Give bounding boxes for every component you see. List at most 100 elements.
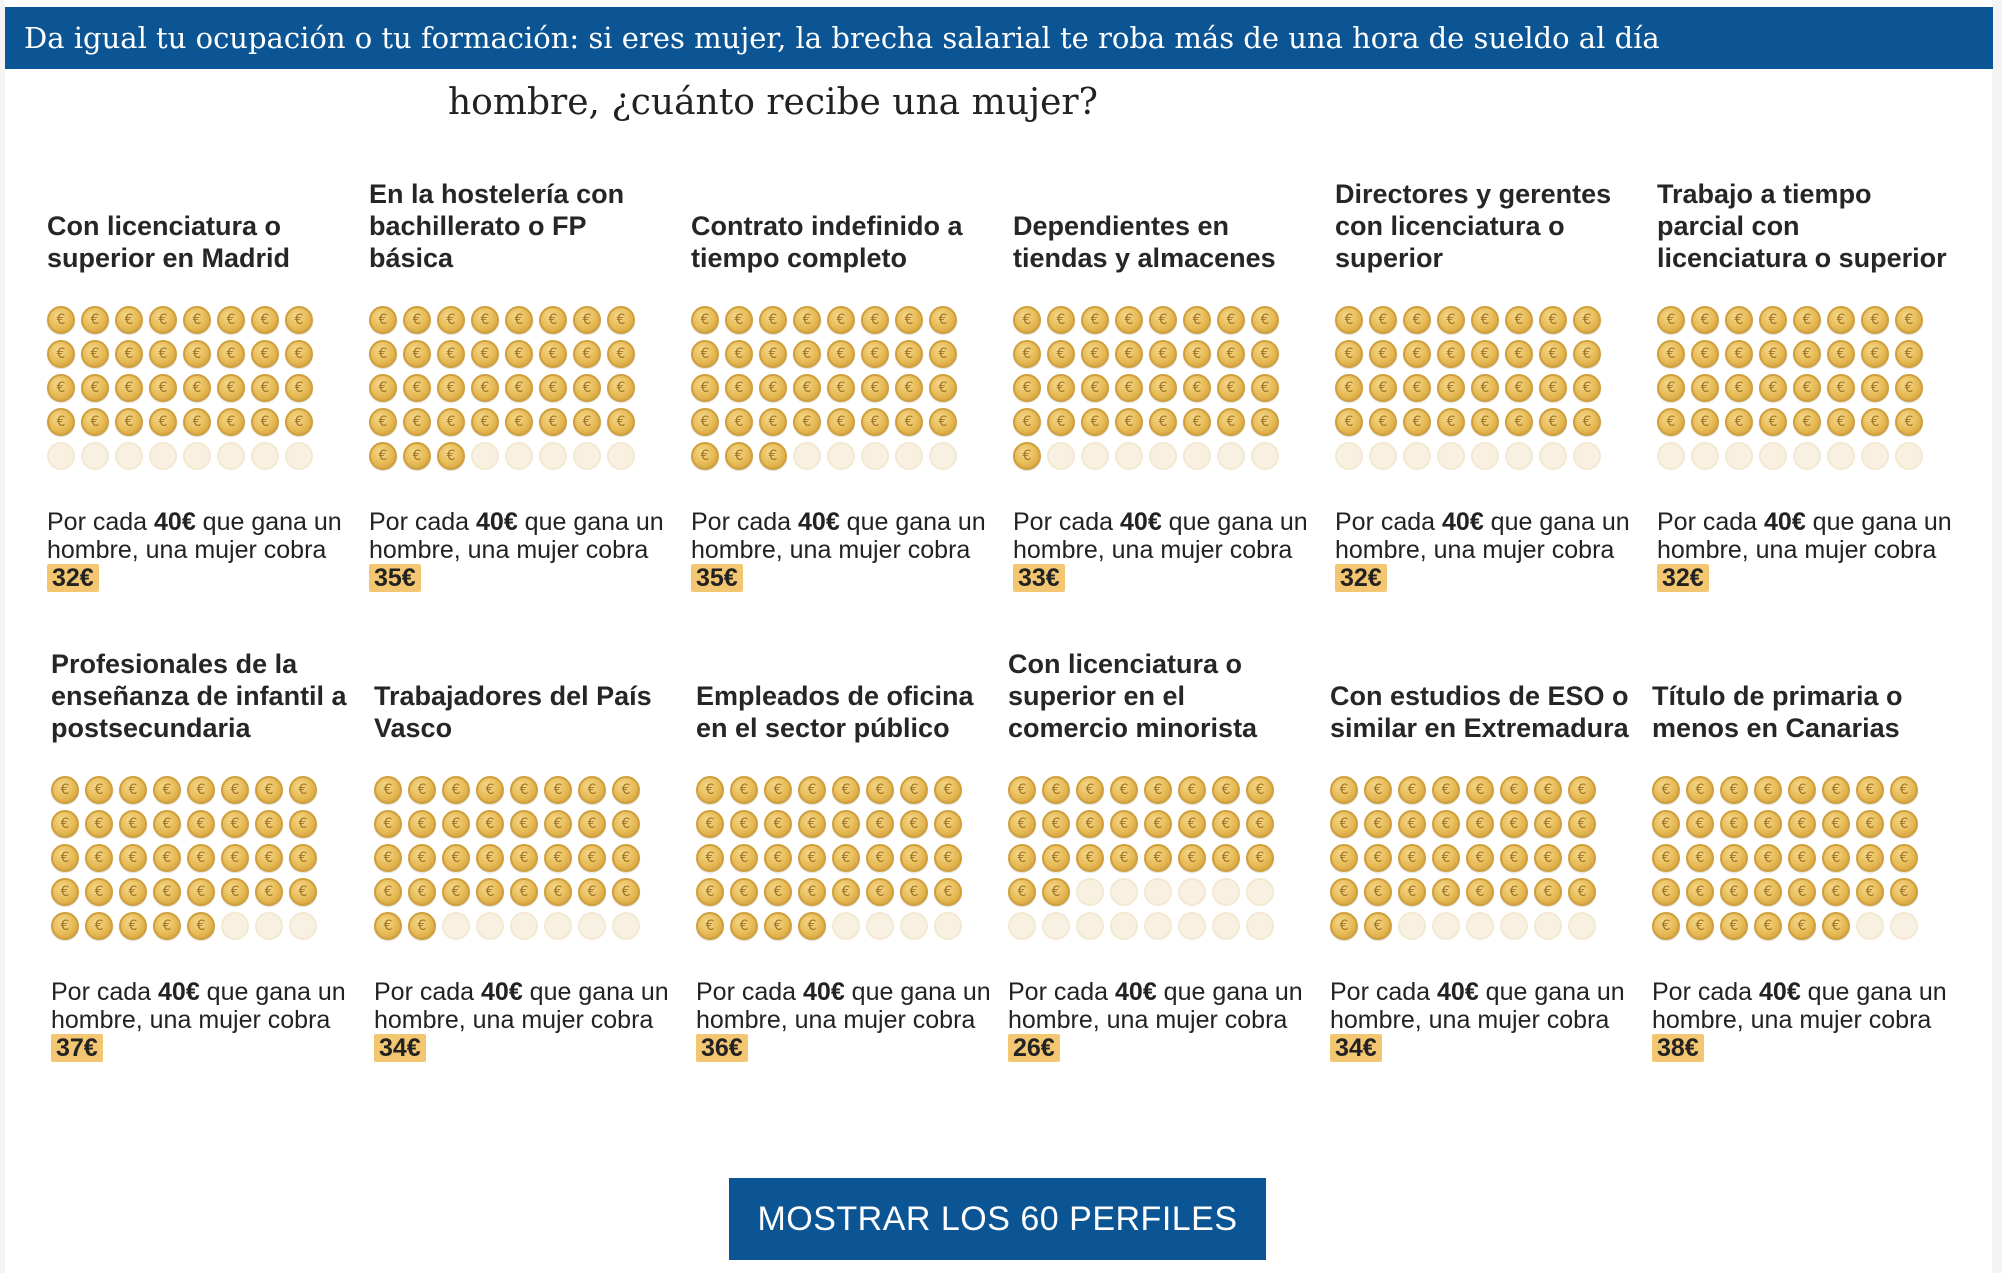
euro-coin-icon: € bbox=[476, 776, 504, 804]
euro-coin-icon: € bbox=[866, 844, 894, 872]
euro-coin-icon: € bbox=[81, 340, 109, 368]
euro-coin-icon: € bbox=[1652, 810, 1680, 838]
euro-coin-icon: € bbox=[1330, 878, 1358, 906]
euro-coin-icon: € bbox=[1008, 776, 1036, 804]
profile-title: Contrato indefinido a tiempo completo bbox=[691, 211, 963, 273]
euro-coin-icon: € bbox=[759, 340, 787, 368]
comparison-prefix: Por cada bbox=[374, 978, 482, 1006]
euro-coin-icon: € bbox=[900, 912, 928, 940]
euro-coin-icon: € bbox=[1047, 408, 1075, 436]
euro-coin-icon: € bbox=[1861, 306, 1889, 334]
euro-coin-icon: € bbox=[895, 408, 923, 436]
euro-coin-icon: € bbox=[476, 810, 504, 838]
euro-coin-icon: € bbox=[607, 374, 635, 402]
comparison-prefix: Por cada bbox=[691, 508, 799, 536]
reference-amount: 40€ bbox=[1442, 508, 1484, 536]
euro-coin-icon: € bbox=[408, 844, 436, 872]
euro-coin-icon: € bbox=[539, 374, 567, 402]
euro-coin-icon: € bbox=[934, 776, 962, 804]
euro-coin-icon: € bbox=[1895, 306, 1923, 334]
euro-coin-icon: € bbox=[1793, 408, 1821, 436]
euro-coin-icon: € bbox=[1183, 374, 1211, 402]
euro-coin-icon: € bbox=[1398, 810, 1426, 838]
euro-coin-icon: € bbox=[1110, 776, 1138, 804]
euro-coin-icon: € bbox=[369, 306, 397, 334]
profile-title: Dependientes en tiendas y almacenes bbox=[1013, 211, 1276, 273]
euro-coin-icon: € bbox=[369, 408, 397, 436]
euro-coin-icon: € bbox=[1691, 374, 1719, 402]
women-amount-badge: 35€ bbox=[369, 564, 421, 592]
euro-coin-icon: € bbox=[115, 306, 143, 334]
euro-coin-icon: € bbox=[1149, 442, 1177, 470]
euro-coin-icon: € bbox=[1657, 340, 1685, 368]
euro-coin-icon: € bbox=[255, 810, 283, 838]
euro-coin-icon: € bbox=[1573, 408, 1601, 436]
euro-coin-icon: € bbox=[1793, 374, 1821, 402]
euro-coin-icon: € bbox=[1500, 810, 1528, 838]
euro-coin-icon: € bbox=[1788, 878, 1816, 906]
euro-coin-icon: € bbox=[696, 810, 724, 838]
euro-coin-icon: € bbox=[1827, 340, 1855, 368]
euro-coin-icon: € bbox=[691, 306, 719, 334]
euro-coin-icon: € bbox=[1110, 844, 1138, 872]
reference-amount: 40€ bbox=[481, 978, 523, 1006]
euro-coin-icon: € bbox=[759, 442, 787, 470]
euro-coin-icon: € bbox=[1246, 878, 1274, 906]
euro-coin-icon: € bbox=[1822, 912, 1850, 940]
euro-coin-icon: € bbox=[573, 408, 601, 436]
euro-coin-icon: € bbox=[115, 340, 143, 368]
euro-coin-icon: € bbox=[1369, 340, 1397, 368]
euro-coin-icon: € bbox=[1471, 374, 1499, 402]
euro-coin-icon: € bbox=[1686, 810, 1714, 838]
euro-coin-icon: € bbox=[1217, 442, 1245, 470]
euro-coin-icon: € bbox=[149, 408, 177, 436]
euro-coin-icon: € bbox=[51, 810, 79, 838]
euro-coin-icon: € bbox=[149, 374, 177, 402]
euro-coin-icon: € bbox=[1437, 340, 1465, 368]
profile-card: Con licenciatura o superior en Madrid € € €… bbox=[47, 176, 347, 636]
euro-coin-icon: € bbox=[544, 878, 572, 906]
euro-coin-icon: € bbox=[929, 374, 957, 402]
euro-coin-icon: € bbox=[827, 340, 855, 368]
euro-coin-icon: € bbox=[1534, 912, 1562, 940]
euro-coin-icon: € bbox=[1398, 878, 1426, 906]
euro-coin-icon: € bbox=[149, 340, 177, 368]
euro-coin-icon: € bbox=[1793, 442, 1821, 470]
women-amount-badge: 33€ bbox=[1013, 564, 1065, 592]
euro-coin-icon: € bbox=[1652, 776, 1680, 804]
euro-coin-icon: € bbox=[471, 374, 499, 402]
reference-amount: 40€ bbox=[476, 508, 518, 536]
profile-comparison-text: Por cada 40€ que gana un hombre, una muj… bbox=[1008, 978, 1308, 1062]
euro-coin-icon: € bbox=[1788, 810, 1816, 838]
euro-coin-icon: € bbox=[1466, 810, 1494, 838]
euro-coin-icon: € bbox=[85, 912, 113, 940]
euro-coin-icon: € bbox=[255, 844, 283, 872]
euro-coin-icon: € bbox=[1759, 442, 1787, 470]
euro-coin-icon: € bbox=[793, 306, 821, 334]
coin-grid: €€€€€€€€€€€€€€€€€€€€€€€€€€€€€€€€€€€€€€€€ bbox=[1652, 776, 1918, 946]
euro-coin-icon: € bbox=[764, 878, 792, 906]
euro-coin-icon: € bbox=[85, 844, 113, 872]
euro-coin-icon: € bbox=[1573, 340, 1601, 368]
euro-coin-icon: € bbox=[1144, 878, 1172, 906]
euro-coin-icon: € bbox=[1183, 442, 1211, 470]
show-all-profiles-button[interactable]: MOSTRAR LOS 60 PERFILES bbox=[729, 1178, 1266, 1260]
euro-coin-icon: € bbox=[1759, 374, 1787, 402]
euro-coin-icon: € bbox=[505, 340, 533, 368]
euro-coin-icon: € bbox=[612, 912, 640, 940]
euro-coin-icon: € bbox=[725, 408, 753, 436]
euro-coin-icon: € bbox=[1042, 776, 1070, 804]
euro-coin-icon: € bbox=[374, 844, 402, 872]
euro-coin-icon: € bbox=[85, 810, 113, 838]
euro-coin-icon: € bbox=[437, 408, 465, 436]
euro-coin-icon: € bbox=[408, 776, 436, 804]
euro-coin-icon: € bbox=[607, 340, 635, 368]
euro-coin-icon: € bbox=[1330, 912, 1358, 940]
euro-coin-icon: € bbox=[1822, 844, 1850, 872]
euro-coin-icon: € bbox=[793, 340, 821, 368]
euro-coin-icon: € bbox=[187, 878, 215, 906]
euro-coin-icon: € bbox=[1081, 442, 1109, 470]
euro-coin-icon: € bbox=[119, 776, 147, 804]
euro-coin-icon: € bbox=[1539, 374, 1567, 402]
euro-coin-icon: € bbox=[403, 408, 431, 436]
